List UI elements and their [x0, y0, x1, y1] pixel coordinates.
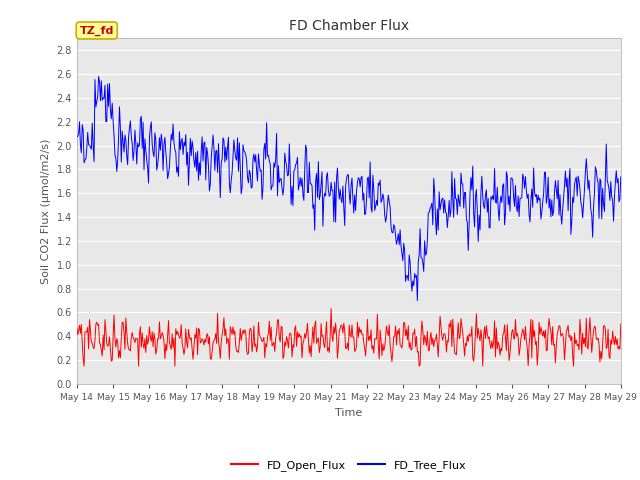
Legend: FD_Open_Flux, FD_Tree_Flux: FD_Open_Flux, FD_Tree_Flux [227, 456, 471, 475]
Title: FD Chamber Flux: FD Chamber Flux [289, 19, 409, 33]
Text: TZ_fd: TZ_fd [79, 25, 114, 36]
X-axis label: Time: Time [335, 408, 362, 418]
Y-axis label: Soil CO2 Flux (μmol/m2/s): Soil CO2 Flux (μmol/m2/s) [41, 139, 51, 284]
